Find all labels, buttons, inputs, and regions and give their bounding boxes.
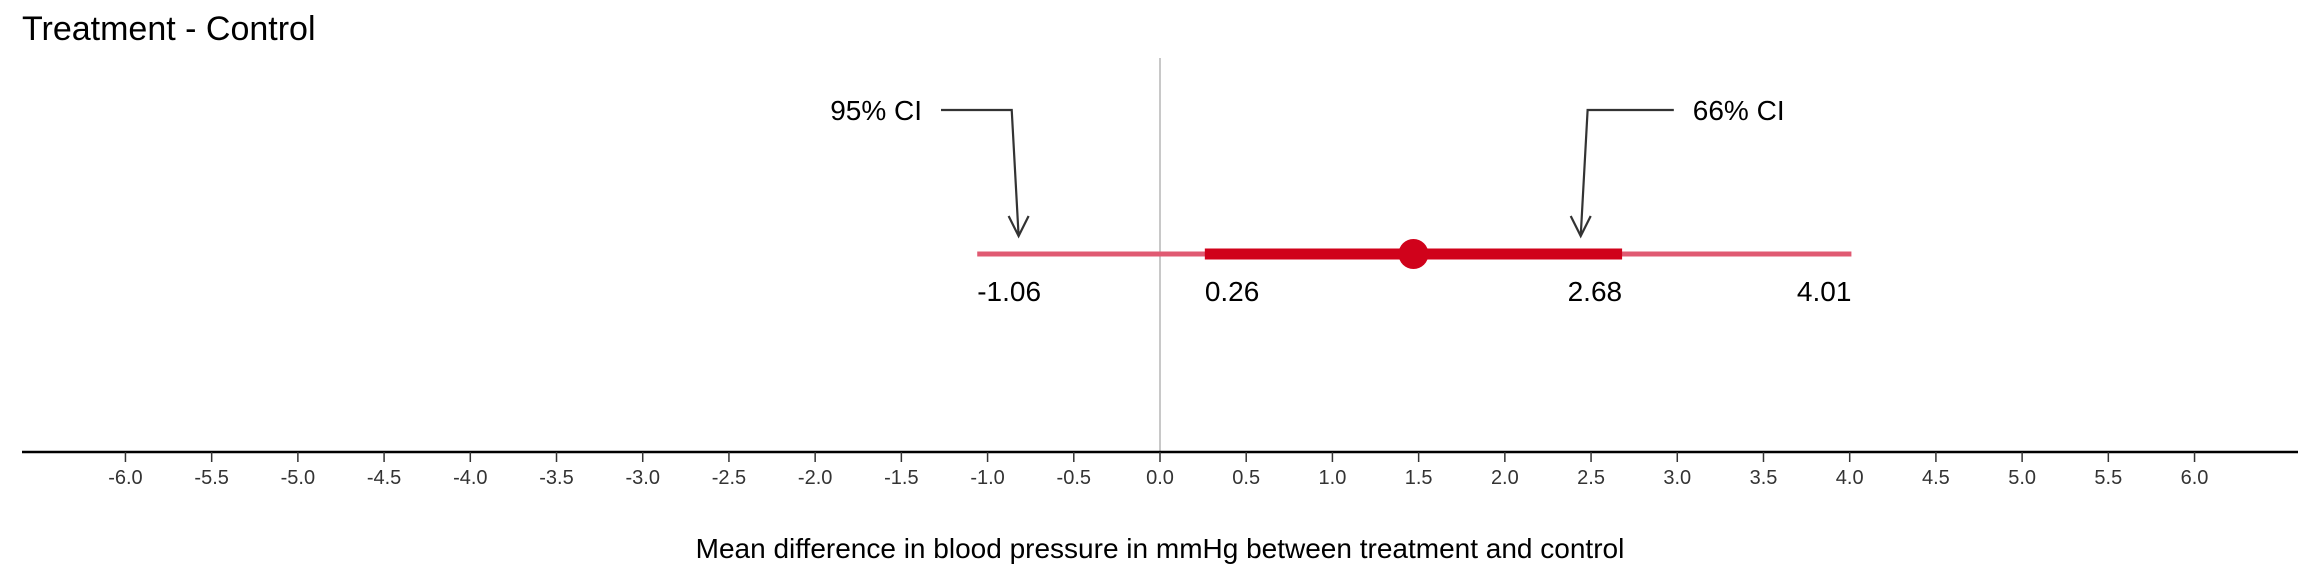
x-tick-label: 1.0 [1319,467,1347,489]
ci66-low-label: 0.26 [1205,276,1260,307]
x-tick-label: 5.5 [2094,467,2122,489]
x-tick-label: 1.5 [1405,467,1433,489]
x-tick-label: 6.0 [2181,467,2209,489]
x-tick-label: 0.5 [1232,467,1260,489]
x-tick-label: -0.5 [1057,467,1091,489]
x-tick-label: -3.5 [539,467,573,489]
annotation-ci66-text: 66% CI [1693,95,1785,126]
x-tick-label: -4.5 [367,467,401,489]
x-tick-label: -1.5 [884,467,918,489]
annotation-ci66-arrowhead [1569,215,1592,239]
ci95-high-label: 4.01 [1797,276,1852,307]
ci95-low-label: -1.06 [977,276,1041,307]
annotation-ci95-arrow [941,108,1020,237]
point-estimate [1398,239,1429,269]
x-tick-label: -3.0 [625,467,659,489]
annotation-ci95-text: 95% CI [830,95,922,126]
annotation-ci66-arrow [1579,108,1674,237]
x-axis-ticks: -6.0 -5.5 -5.0 -4.5 -4.0 -3.5 -3.0 -2.5 -2.0 -1.5… [108,452,2208,489]
x-tick-label: -2.5 [712,467,746,489]
x-tick-label: 2.0 [1491,467,1519,489]
x-tick-label: 4.0 [1836,467,1864,489]
annotation-ci95-arrowhead [1007,215,1030,239]
x-tick-label: -5.0 [281,467,315,489]
x-tick-label: 2.5 [1577,467,1605,489]
x-tick-label: -4.0 [453,467,487,489]
x-tick-label: 5.0 [2008,467,2036,489]
x-tick-label: -2.0 [798,467,832,489]
x-tick-label: 3.5 [1750,467,1778,489]
annotations: 95% CI 66% CI [830,95,1785,239]
x-tick-label: 0.0 [1146,467,1174,489]
x-tick-label: -1.0 [970,467,1004,489]
chart-title: Treatment - Control [22,10,316,48]
x-tick-label: 4.5 [1922,467,1950,489]
x-tick-label: -6.0 [108,467,142,489]
ci66-high-label: 2.68 [1568,276,1623,307]
interval-value-labels: -1.06 0.26 2.68 4.01 [977,276,1851,307]
x-tick-label: 3.0 [1663,467,1691,489]
x-axis-label: Mean difference in blood pressure in mmH… [696,533,1625,564]
x-tick-label: -5.5 [194,467,228,489]
